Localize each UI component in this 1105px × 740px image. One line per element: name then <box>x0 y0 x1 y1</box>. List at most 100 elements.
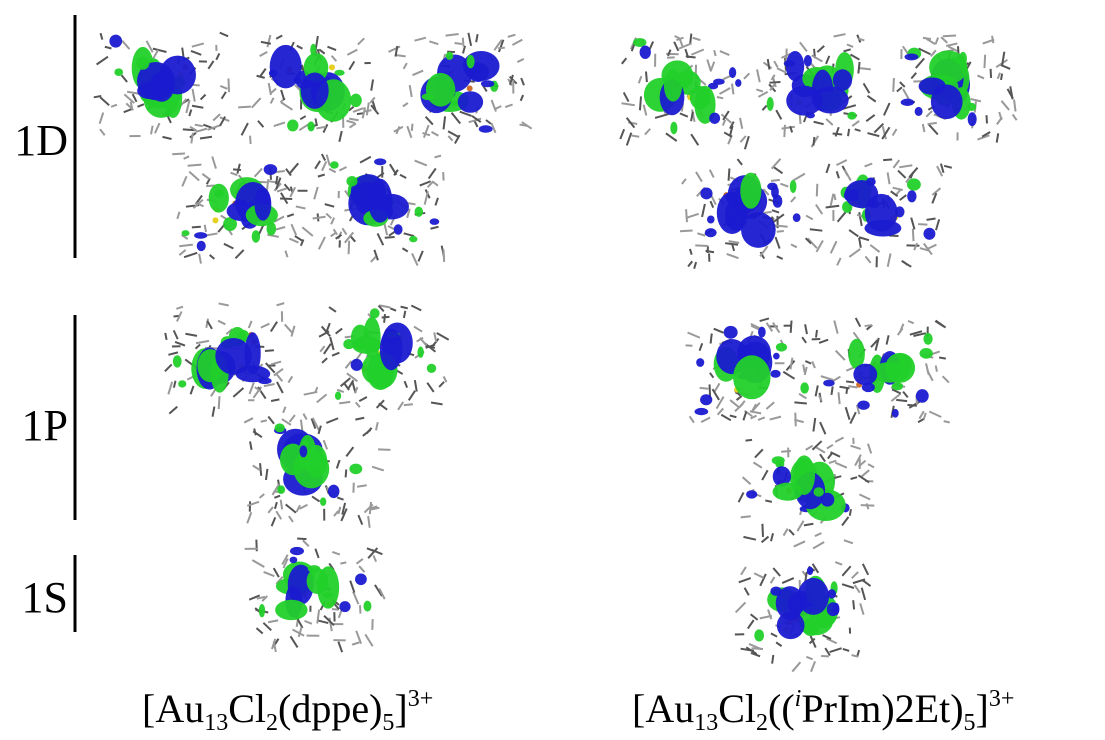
bond <box>776 229 784 233</box>
bond <box>698 342 704 352</box>
bond <box>750 414 757 420</box>
lobe <box>832 602 840 616</box>
bond <box>996 72 1002 80</box>
bond <box>304 619 313 625</box>
bond <box>424 116 434 126</box>
bond <box>246 511 253 524</box>
bond <box>273 215 285 223</box>
bond <box>761 469 769 481</box>
bond <box>942 34 957 38</box>
bond <box>346 372 359 383</box>
lobe <box>772 482 803 501</box>
lobe <box>327 484 340 499</box>
bond <box>388 45 401 53</box>
bond <box>642 104 648 116</box>
lobe <box>346 175 358 187</box>
bond <box>811 54 823 63</box>
bond <box>753 572 765 579</box>
bond <box>413 325 423 333</box>
bond <box>691 109 696 122</box>
bond <box>899 164 913 169</box>
bond <box>834 461 848 469</box>
bond <box>803 522 814 527</box>
bond <box>403 403 414 407</box>
bond <box>205 318 209 329</box>
bond <box>883 102 891 116</box>
bond <box>269 321 278 333</box>
bond <box>317 236 326 250</box>
bond <box>713 327 725 334</box>
lobe <box>277 485 286 494</box>
bond <box>442 249 446 262</box>
bond <box>688 415 695 424</box>
bond <box>934 365 938 372</box>
bond <box>316 393 328 404</box>
bond <box>858 212 863 227</box>
bond <box>430 225 439 230</box>
caption: [Au13Cl2((iPrIm)2Et)5]3+ <box>632 686 1014 736</box>
bond <box>461 37 465 47</box>
bond <box>346 119 355 124</box>
bond <box>349 580 356 593</box>
bond <box>438 381 445 388</box>
bond <box>201 173 211 181</box>
bond <box>982 38 995 45</box>
bond <box>977 134 990 141</box>
bond <box>346 48 358 56</box>
bond <box>925 110 933 118</box>
bond <box>756 69 761 83</box>
lobe <box>287 564 314 605</box>
bond <box>767 609 773 620</box>
bond <box>303 390 318 396</box>
bond <box>516 57 525 63</box>
bond <box>296 44 303 50</box>
lobe <box>136 56 150 70</box>
bond <box>860 587 867 601</box>
bond <box>780 182 789 188</box>
bond <box>376 232 385 246</box>
lobe <box>793 455 816 496</box>
molecule <box>815 158 953 268</box>
bond <box>621 102 635 107</box>
lobe <box>728 67 737 79</box>
bond <box>299 239 305 247</box>
lobe <box>696 358 705 367</box>
bond <box>281 554 289 566</box>
bond <box>687 260 694 268</box>
bond <box>716 96 724 100</box>
bond <box>183 251 198 259</box>
bond <box>167 381 174 395</box>
bond <box>263 571 275 578</box>
bond <box>943 420 950 424</box>
bond <box>137 103 145 108</box>
bond <box>810 661 816 673</box>
bond <box>846 43 854 48</box>
lobe <box>429 218 440 225</box>
bond <box>743 535 757 541</box>
bond <box>926 217 936 221</box>
bond <box>798 392 807 400</box>
bond <box>270 516 277 527</box>
bond <box>998 111 1003 121</box>
bond <box>854 454 862 467</box>
bond <box>737 492 745 503</box>
bond <box>275 175 279 185</box>
bond <box>316 619 329 625</box>
bond <box>804 324 808 335</box>
bond <box>826 443 834 450</box>
lobe <box>279 443 306 476</box>
bond <box>926 38 937 46</box>
bond <box>338 166 347 172</box>
bond <box>667 49 672 57</box>
bond <box>713 49 717 57</box>
bond <box>750 652 761 658</box>
bond <box>816 45 825 53</box>
bond <box>442 116 447 130</box>
bond <box>799 41 808 52</box>
lobe <box>900 98 915 106</box>
molecule <box>164 302 296 417</box>
bond <box>815 240 824 253</box>
bond <box>316 609 321 624</box>
bond <box>715 396 725 410</box>
lobe <box>766 96 774 111</box>
